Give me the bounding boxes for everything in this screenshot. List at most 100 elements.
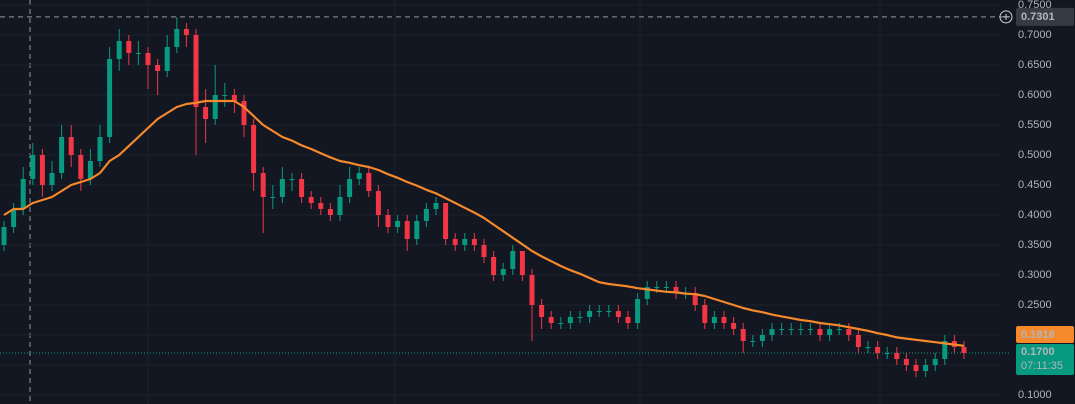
candle-body [788,328,794,330]
candle-body [932,358,938,365]
candle-body [337,196,343,215]
candle-body [807,328,813,330]
candle-body [692,292,698,305]
candle-body [913,364,919,371]
candle-body [1,226,7,245]
grid [147,0,881,404]
y-tick-label: 0.6000 [1018,89,1052,101]
add-alert-button[interactable] [999,10,1013,24]
candle-body [875,346,881,353]
candle-body [779,328,785,330]
y-tick-label: 0.4500 [1018,179,1052,191]
candle-body [270,196,276,198]
ma-price-box [1016,325,1074,343]
y-tick-label: 0.7500 [1018,0,1052,11]
candle-body [731,322,737,329]
y-tick-label: 0.3500 [1018,239,1052,251]
candle-body [59,136,65,173]
moving-average-line [3,99,965,347]
candle-body [548,316,554,323]
candle-body [78,154,84,179]
candle-body [827,328,833,335]
candle-body [251,124,257,173]
candle-body [20,178,26,209]
candle-body [587,310,593,317]
countdown-label: 07:11:35 [1021,360,1063,372]
crosshair-price-label: 0.7301 [1021,11,1055,23]
candle-body [567,316,573,323]
last-price-label: 0.1700 [1021,346,1055,358]
candle-body [414,220,420,239]
candle-body [615,310,621,317]
candle-body [836,328,842,330]
candle-body [577,316,583,318]
candle-body [404,220,410,239]
candle-body [817,328,823,335]
candle-body [443,202,449,239]
y-tick-label: 0.7000 [1018,29,1052,41]
candle-body [606,310,612,312]
candle-body [942,340,948,359]
candle-body [596,310,602,312]
candle-body [519,250,525,275]
candle-body [107,58,113,137]
candle-body [673,286,679,293]
candle-body [231,94,237,101]
candle-body [769,328,775,335]
candle-body [193,34,199,107]
candle-body [635,298,641,323]
candle-body [855,334,861,347]
candle-body [702,304,708,323]
candle-body [558,322,564,324]
candle-body [759,334,765,341]
candle-body [222,94,228,96]
candle-body [347,178,353,197]
candle-body [183,28,189,35]
candle-body [39,154,45,185]
candle-body [212,94,218,119]
candle-body [11,208,17,227]
candle-body [68,136,74,155]
candle-body [279,178,285,197]
candle-body [740,328,746,341]
add-icon-plus [1003,13,1009,20]
candle-body [155,64,161,71]
candle-body [903,358,909,365]
candle-body [164,46,170,71]
y-tick-label: 0.2500 [1018,299,1052,311]
y-tick-label: 0.3000 [1018,269,1052,281]
candle-body [126,40,132,53]
candle-body [145,52,151,65]
candle-body [116,40,122,59]
candle-body [644,286,650,299]
candle-body [500,268,506,275]
candle-body [260,172,266,197]
candle-body [318,202,324,209]
candle-body [750,340,756,342]
candle-body [135,52,141,54]
candle-body [308,196,314,203]
candle-body [174,28,180,47]
y-tick-label: 0.5500 [1018,119,1052,131]
candle-body [510,250,516,269]
ma-price-label: 0.1818 [1021,329,1055,341]
candle-body [241,100,247,125]
candle-body [385,214,391,227]
last-price-box [1016,343,1074,375]
candle-body [356,172,362,179]
candle-body [894,352,900,359]
candle-body [30,154,36,179]
candle-body [452,238,458,245]
crosshair-price-box [1016,7,1074,26]
candle-body [711,316,717,323]
candle-body [462,238,468,245]
candle-body [327,208,333,215]
candle-body [203,106,209,119]
candle-body [721,316,727,323]
candle-body [87,160,93,179]
candle-body [539,304,545,317]
candle-body [961,346,967,353]
